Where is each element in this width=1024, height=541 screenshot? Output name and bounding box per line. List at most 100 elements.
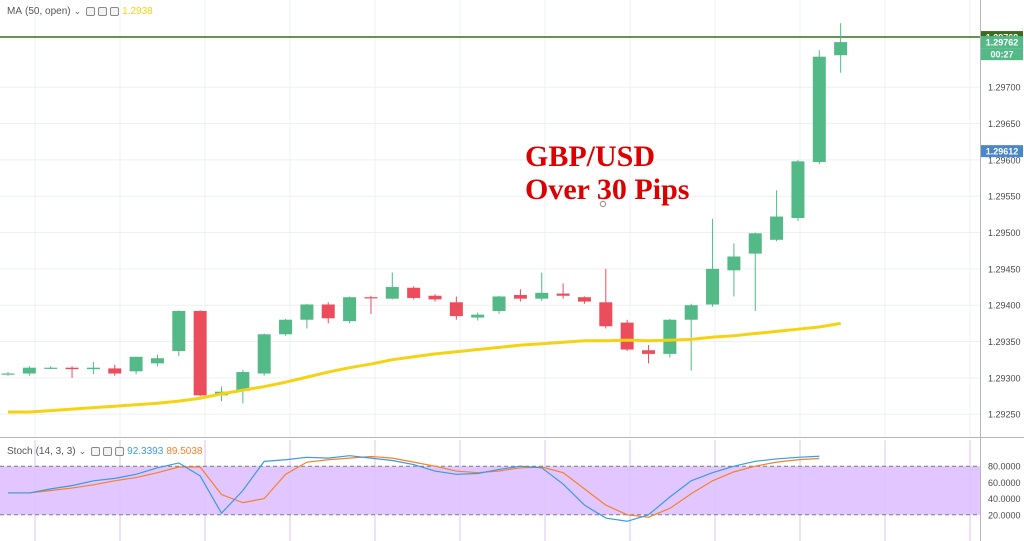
candle-down: [513, 289, 527, 302]
candle-up: [279, 319, 293, 336]
candle-down: [599, 268, 613, 329]
candle-body: [86, 367, 100, 370]
candle-up: [1, 372, 15, 376]
candle-up: [770, 190, 784, 242]
candle-up: [150, 354, 164, 367]
price-tag-label: 1.29762: [986, 38, 1019, 48]
close-icon[interactable]: [115, 447, 125, 456]
candle-up: [834, 23, 848, 73]
ma-legend-name: MA: [7, 6, 22, 17]
settings-icon[interactable]: [98, 7, 108, 16]
candle-body: [599, 302, 613, 327]
candle-body: [684, 305, 698, 320]
ma-legend[interactable]: MA (50, open) ⌄ 1.2938: [7, 6, 153, 17]
candle-down: [407, 286, 421, 300]
price-tick-label: 1.29300: [988, 373, 1021, 383]
candle-body: [279, 319, 293, 335]
candle-down: [449, 296, 463, 320]
stoch-tick-label: 40.0000: [988, 494, 1021, 504]
candle-body: [449, 302, 463, 317]
candle-down: [193, 310, 207, 397]
candle-up: [663, 319, 677, 358]
candle-body: [364, 297, 378, 299]
price-tick-label: 1.29450: [988, 264, 1021, 274]
candle-body: [22, 367, 36, 374]
annotation-line-2: Over 30 Pips: [525, 173, 690, 206]
close-icon[interactable]: [110, 7, 120, 16]
price-tag: 1.29612: [981, 145, 1023, 158]
price-tag-label: 00:27: [990, 50, 1013, 60]
price-tick-label: 1.29650: [988, 119, 1021, 129]
price-tag: 1.29762: [981, 36, 1023, 49]
candle-up: [129, 356, 143, 375]
annotation-line-1: GBP/USD: [525, 140, 656, 173]
candle-down: [65, 366, 79, 378]
candle-down: [108, 364, 122, 376]
candle-body: [257, 334, 271, 374]
candle-up: [727, 243, 741, 297]
candle-body: [535, 292, 549, 299]
candle-up: [44, 366, 58, 370]
stoch-tick-label: 60.0000: [988, 478, 1021, 488]
candle-body: [642, 350, 655, 354]
candle-body: [300, 304, 314, 320]
chevron-down-icon[interactable]: ⌄: [78, 446, 87, 456]
candle-body: [236, 372, 250, 391]
candle-down: [642, 345, 655, 364]
candle-down: [577, 296, 591, 304]
candle-up: [172, 310, 186, 357]
price-tag-background: [981, 36, 1023, 49]
visibility-toggle-icon[interactable]: [91, 447, 101, 456]
stoch-legend-name: Stoch: [7, 446, 33, 457]
stoch-k-value: 92.3393: [127, 446, 164, 457]
price-tag-background: [981, 145, 1023, 158]
ma-legend-params: (50, open): [25, 6, 71, 17]
chart-annotation[interactable]: GBP/USD Over 30 Pips: [525, 140, 689, 206]
settings-icon[interactable]: [103, 447, 113, 456]
candle-up: [748, 232, 762, 312]
price-tick-label: 1.29250: [988, 410, 1021, 420]
candle-up: [86, 361, 100, 375]
candle-up: [492, 295, 506, 314]
candle-body: [471, 314, 485, 318]
candle-body: [513, 295, 527, 299]
candle-body: [1, 373, 15, 375]
stoch-legend[interactable]: Stoch (14, 3, 3) ⌄ 92.3393 89.5038: [7, 446, 202, 457]
candle-up: [343, 296, 357, 324]
candle-up: [22, 366, 36, 376]
candle-up: [791, 159, 805, 221]
candle-body: [663, 319, 677, 354]
ma-legend-value: 1.2938: [122, 6, 153, 17]
candle-body: [748, 233, 762, 254]
stoch-d-line: [8, 455, 820, 518]
candle-body: [65, 367, 79, 370]
candle-body: [577, 297, 591, 302]
candle-body: [812, 56, 826, 163]
candle-body: [706, 268, 720, 305]
candle-body: [172, 311, 186, 351]
candle-body: [556, 293, 570, 296]
candle-body: [108, 368, 122, 374]
ma-line: [8, 321, 841, 414]
visibility-toggle-icon[interactable]: [86, 7, 96, 16]
price-tag-label: 1.29612: [986, 147, 1019, 157]
candle-up: [385, 272, 399, 300]
candle-body: [321, 304, 335, 319]
candle-body: [727, 256, 741, 271]
candle-body: [620, 322, 634, 350]
candle-up: [812, 50, 826, 165]
candle-up: [471, 312, 485, 321]
chevron-down-icon[interactable]: ⌄: [73, 6, 82, 16]
candle-body: [385, 287, 399, 299]
candle-down: [364, 295, 378, 314]
candle-body: [129, 356, 143, 372]
candle-body: [770, 216, 784, 240]
candle-body: [150, 358, 164, 364]
candle-down: [620, 319, 634, 351]
stoch-legend-params: (14, 3, 3): [35, 446, 76, 457]
price-tick-label: 1.29400: [988, 301, 1021, 311]
price-tick-label: 1.29700: [988, 83, 1021, 93]
price-tag: 00:27: [981, 48, 1023, 61]
